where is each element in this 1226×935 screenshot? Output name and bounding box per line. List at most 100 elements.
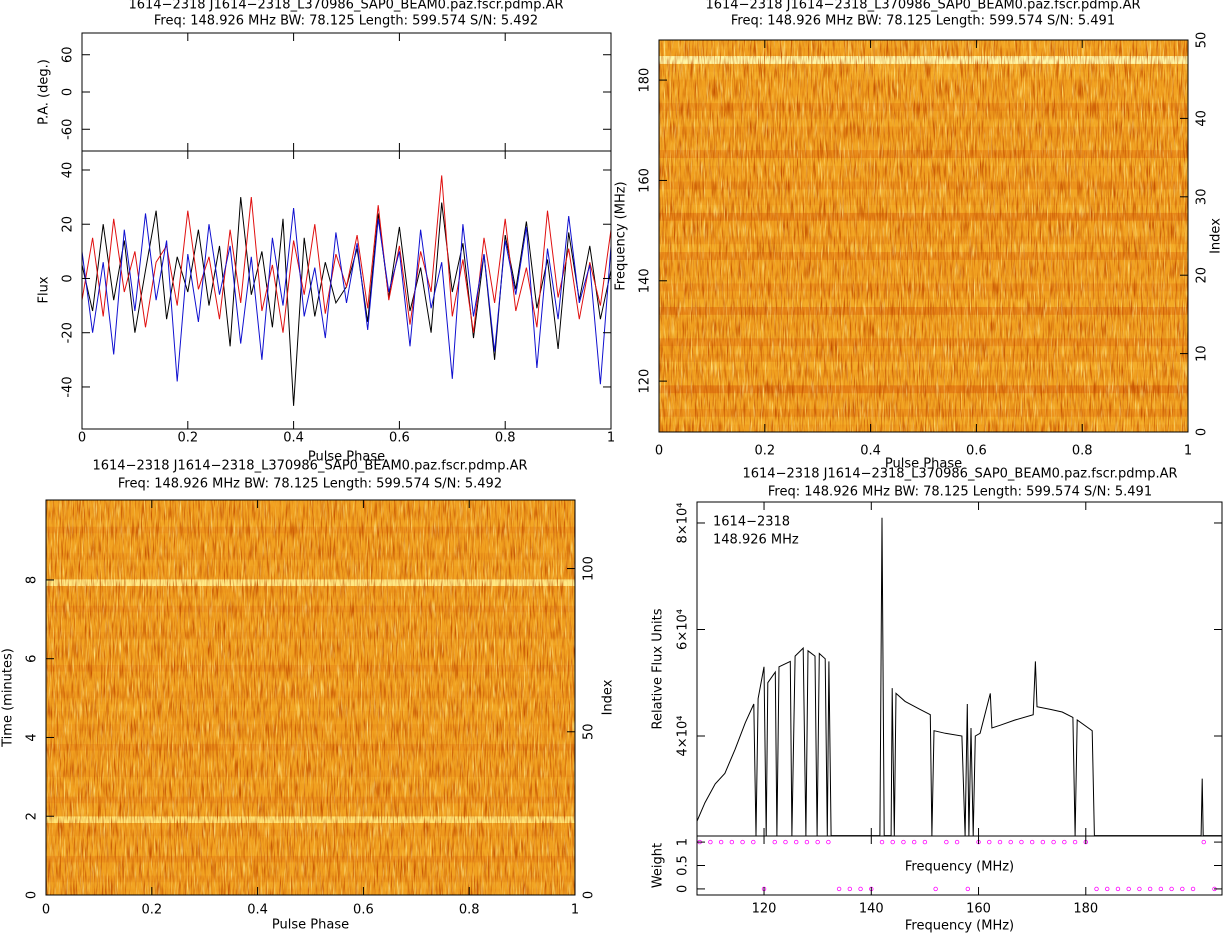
weight-point [1029, 839, 1035, 845]
weight-point [911, 839, 917, 845]
weight-point [794, 839, 799, 845]
x-tick-label: 0.2 [754, 444, 775, 459]
y-axis-label: Frequency (MHz) [614, 181, 629, 290]
weight-point [987, 839, 992, 845]
x-tick-label: 180 [1073, 902, 1098, 917]
plot-frame [658, 39, 1189, 433]
weight-point [944, 839, 949, 845]
y-tick-label: 20 [1195, 267, 1210, 284]
y-axis-label: Flux [37, 276, 52, 303]
weight-point [890, 839, 895, 845]
weight-point [1180, 886, 1185, 892]
y-tick-label: 0 [61, 88, 76, 96]
x-tick-label: 0.6 [389, 431, 410, 446]
y-tick-label: 50 [582, 724, 597, 741]
y-tick-label: 0 [582, 891, 597, 899]
weight-point [740, 839, 745, 845]
y2-axis-label: Index [601, 679, 616, 715]
weight-point [1137, 886, 1142, 892]
x-tick-label: 0.4 [247, 903, 268, 918]
y-tick-label: 1 [676, 838, 691, 846]
y-tick-label: 0 [676, 885, 691, 893]
x-tick-label: 0 [655, 444, 663, 459]
x-tick-label: 0.2 [141, 903, 162, 918]
x-axis-label: Frequency (MHz) [905, 919, 1014, 934]
y-tick-label: 6×10⁴ [676, 609, 691, 650]
weight-point [847, 886, 853, 892]
weight-point [718, 839, 724, 845]
x-tick-label: 0.8 [495, 431, 516, 446]
data-line [82, 175, 611, 333]
x-tick-label: 0 [42, 903, 50, 918]
weight-point [1147, 886, 1153, 892]
x-axis-label: Frequency (MHz) [905, 860, 1014, 875]
chart-title: 1614−2318 J1614−2318_L370986_SAP0_BEAM0.… [705, 0, 1140, 13]
x-tick-label: 0.4 [860, 444, 881, 459]
weight-point [1126, 886, 1131, 892]
weight-point [708, 839, 713, 845]
weight-point [815, 839, 820, 845]
weight-point [1201, 839, 1206, 845]
x-tick-label: 160 [966, 902, 991, 917]
data-line [697, 517, 1222, 836]
x-tick-label: 1 [571, 903, 579, 918]
chart-title: 1614−2318 J1614−2318_L370986_SAP0_BEAM0.… [742, 467, 1177, 482]
x-tick-label: 0.6 [353, 903, 374, 918]
x-tick-label: 0.8 [1072, 444, 1093, 459]
chart-subtitle: Freq: 148.926 MHz BW: 78.125 Length: 599… [154, 14, 538, 29]
weight-point [1094, 886, 1099, 892]
heatmap-texture [659, 40, 1188, 432]
weight-point [1019, 839, 1024, 845]
weight-point [1105, 886, 1110, 892]
y-tick-label: -20 [61, 322, 76, 343]
weight-point [826, 839, 831, 845]
weight-point [879, 839, 885, 845]
x-tick-label: 0.2 [177, 431, 198, 446]
weight-point [1169, 886, 1174, 892]
x-axis-label: Pulse Phase [308, 450, 385, 465]
weight-point [1072, 839, 1078, 845]
weight-point [783, 839, 788, 845]
weight-point [933, 886, 938, 892]
weight-point [997, 839, 1003, 845]
weight-point [729, 839, 735, 845]
weight-point [1051, 839, 1056, 845]
x-tick-label: 1 [607, 431, 615, 446]
x-tick-label: 140 [859, 902, 884, 917]
weight-point [1158, 886, 1164, 892]
y-tick-label: 4 [25, 733, 40, 741]
y-tick-label: -40 [61, 376, 76, 397]
y-axis-label: Time (minutes) [1, 648, 16, 748]
weight-point [954, 839, 960, 845]
weight-point [1040, 839, 1046, 845]
weight-point [1190, 886, 1196, 892]
chart-subtitle: Freq: 148.926 MHz BW: 78.125 Length: 599… [768, 485, 1152, 500]
x-tick-label: 1 [1184, 444, 1192, 459]
y-axis-label: Weight [651, 843, 666, 888]
plot-frame [81, 32, 612, 152]
y-tick-label: 50 [1195, 32, 1210, 49]
y-axis-label: Relative Flux Units [651, 608, 666, 729]
y-tick-label: 30 [1195, 189, 1210, 206]
y-tick-label: 100 [582, 556, 597, 581]
weight-point [804, 839, 810, 845]
chart-subtitle: Freq: 148.926 MHz BW: 78.125 Length: 599… [731, 14, 1115, 29]
annotation: 1614−2318 [713, 515, 790, 530]
y-tick-label: 0 [25, 891, 40, 899]
y-tick-label: 0 [1195, 428, 1210, 436]
y-tick-label: 10 [1195, 345, 1210, 362]
y-tick-label: 40 [61, 162, 76, 179]
chart-subtitle: Freq: 148.926 MHz BW: 78.125 Length: 599… [118, 477, 502, 492]
y-tick-label: 4×10⁴ [676, 716, 691, 757]
weight-point [836, 886, 842, 892]
y-tick-label: 60 [61, 46, 76, 63]
y-tick-label: 180 [638, 68, 653, 93]
weight-point [751, 839, 756, 845]
y-tick-label: 8 [25, 576, 40, 584]
weight-point [1115, 886, 1121, 892]
y-tick-label: 2 [25, 812, 40, 820]
y-tick-label: 160 [638, 168, 653, 193]
weight-point [858, 886, 863, 892]
x-tick-label: 120 [752, 902, 777, 917]
